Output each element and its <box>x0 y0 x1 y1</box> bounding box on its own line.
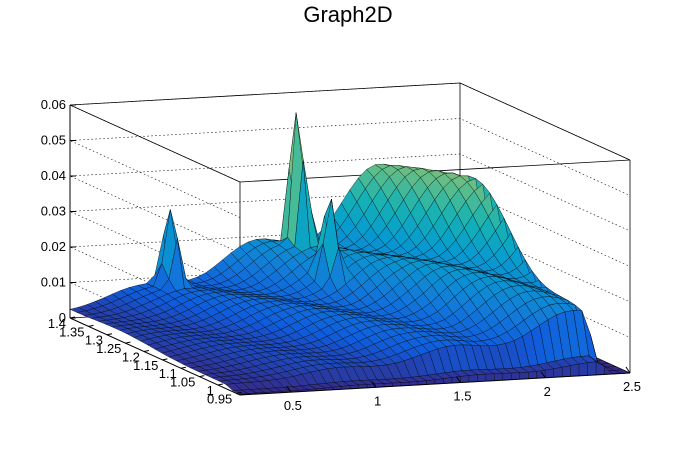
surface-skirt <box>477 373 487 382</box>
y-tick-mark <box>236 391 242 394</box>
surface-skirt <box>570 363 580 377</box>
x-tick-mark <box>625 366 631 374</box>
surface-skirt <box>494 373 503 381</box>
grid-line <box>69 118 631 218</box>
surface-skirt <box>536 370 546 379</box>
z-tick-label: 0.04 <box>41 168 66 183</box>
grid-line <box>69 82 631 183</box>
x-tick-mark <box>286 385 292 393</box>
z-tick-label: 0.03 <box>41 204 66 219</box>
x-tick-mark <box>456 376 461 383</box>
grid-line <box>69 153 631 254</box>
surface-skirt <box>553 366 563 378</box>
z-tick-label: 0.01 <box>41 275 66 290</box>
axis-line <box>69 317 241 396</box>
z-axis-ticks: 0 0.01 0.02 0.03 0.04 0.05 0.06 <box>41 97 76 325</box>
grid-line <box>69 189 631 289</box>
surface-skirt <box>502 372 512 381</box>
surface-skirt <box>511 372 520 380</box>
y-tick-mark <box>88 324 94 327</box>
y-tick-mark <box>180 366 186 369</box>
y-tick-mark <box>69 316 76 319</box>
x-tick-label: 1 <box>374 393 381 408</box>
x-tick-label: 2 <box>544 384 551 399</box>
x-tick-label: 2.5 <box>623 379 641 394</box>
y-tick-label: 1.15 <box>133 358 158 373</box>
y-tick-label: 1.3 <box>85 333 103 348</box>
surface-skirt <box>485 373 495 382</box>
y-tick-mark <box>199 375 205 378</box>
z-tick-label: 0.06 <box>41 97 66 112</box>
z-tick-label: 0.05 <box>41 133 66 148</box>
surface-skirt <box>545 368 554 378</box>
surface-skirt <box>460 375 470 383</box>
x-axis-ticks: 0.5 1 1.5 2 2.5 <box>284 366 641 413</box>
y-tick-label: 1.05 <box>170 375 195 390</box>
y-tick-mark <box>143 349 150 352</box>
surface-skirt <box>519 372 529 380</box>
surface-skirt <box>528 371 537 379</box>
y-tick-label: 1.25 <box>96 341 121 356</box>
y-axis-ticks: 0.951 1.051.11.151.21.251.31.351.4 <box>48 316 242 406</box>
y-tick-mark <box>217 383 223 386</box>
chart-title: Graph2D <box>303 2 392 27</box>
axis-line <box>239 372 631 396</box>
surface-skirt <box>587 361 597 376</box>
surface-mesh <box>69 112 631 396</box>
y-tick-mark <box>125 341 131 344</box>
z-tick-label: 0.02 <box>41 239 66 254</box>
x-tick-label: 0.5 <box>284 398 302 413</box>
y-tick-mark <box>162 358 168 361</box>
z-tick-label: 0 <box>59 310 66 325</box>
surface-skirt <box>578 362 588 377</box>
x-tick-mark <box>371 381 377 388</box>
surface-skirt <box>562 365 571 377</box>
y-tick-label: 1.35 <box>59 324 84 339</box>
surface-skirt <box>468 374 478 383</box>
y-tick-label: 1 <box>207 383 214 398</box>
y-tick-mark <box>106 333 113 336</box>
x-tick-label: 1.5 <box>453 389 471 404</box>
y-tick-label: 0.95 <box>207 391 232 406</box>
y-tick-label: 1.2 <box>122 349 140 364</box>
y-tick-label: 1.4 <box>48 316 66 331</box>
x-tick-mark <box>540 371 546 379</box>
y-tick-label: 1.1 <box>159 366 177 381</box>
